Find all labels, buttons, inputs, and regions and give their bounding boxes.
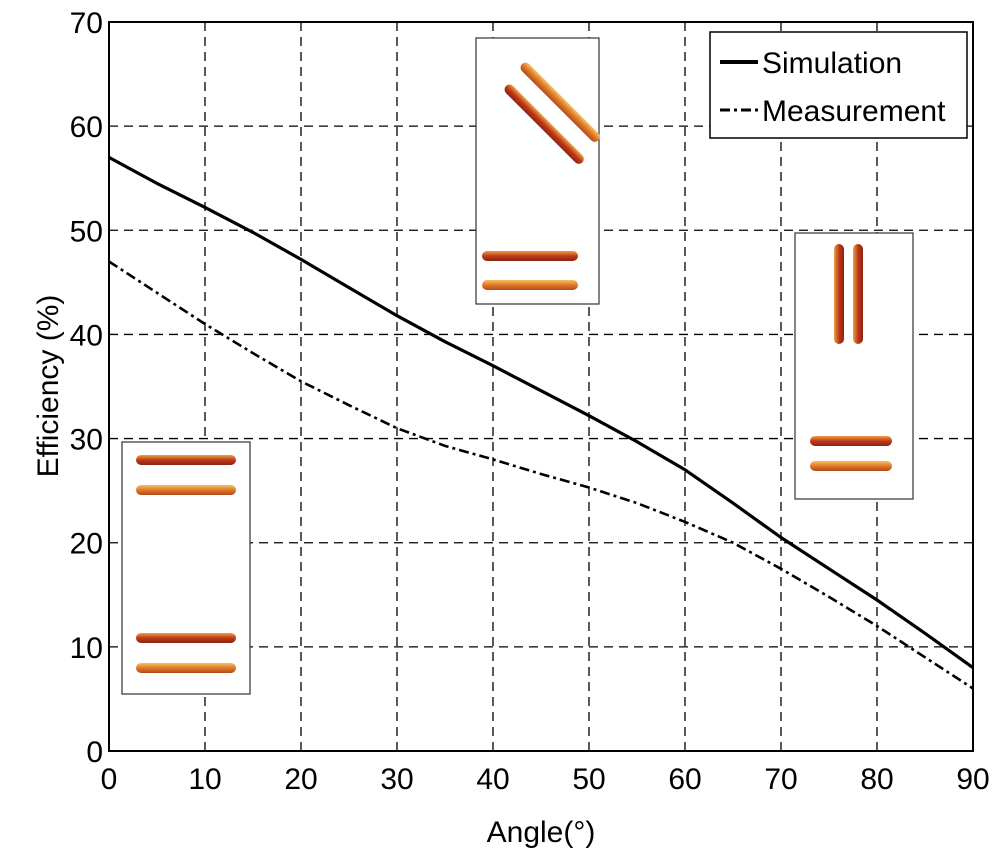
rod-horizontal xyxy=(482,280,578,290)
rod-horizontal xyxy=(482,251,578,261)
rod-horizontal xyxy=(810,436,892,446)
x-tick-label: 60 xyxy=(668,763,701,796)
x-tick-label: 90 xyxy=(956,763,989,796)
rod-diagonal xyxy=(504,84,584,164)
inset-tilted xyxy=(475,37,600,305)
x-tick-label: 0 xyxy=(101,763,118,796)
rod-horizontal xyxy=(136,663,236,673)
rod-horizontal xyxy=(136,633,236,643)
legend-simulation-label: Simulation xyxy=(762,47,902,80)
legend-measurement-label: Measurement xyxy=(762,95,946,128)
legend-box xyxy=(709,31,968,139)
y-tick-label: 50 xyxy=(70,215,103,248)
rod-horizontal xyxy=(136,485,236,495)
y-tick-label: 30 xyxy=(70,424,103,457)
plot-frame xyxy=(108,21,974,752)
x-tick-label: 40 xyxy=(476,763,509,796)
legend: Simulation Measurement xyxy=(709,31,968,139)
rod-horizontal xyxy=(136,455,236,465)
y-tick-label: 60 xyxy=(70,111,103,144)
rod-horizontal xyxy=(810,461,892,471)
x-tick-label: 70 xyxy=(764,763,797,796)
y-tick-label: 70 xyxy=(70,7,103,40)
x-tick-label: 30 xyxy=(380,763,413,796)
inset-frame xyxy=(121,441,251,695)
series-line-simulation xyxy=(108,155,974,670)
rod-vertical xyxy=(834,244,844,344)
series-lines xyxy=(108,155,974,690)
y-tick-label: 40 xyxy=(70,319,103,352)
x-tick-label: 80 xyxy=(860,763,893,796)
y-tick-labels: 0 10 20 30 40 50 60 70 xyxy=(70,7,103,769)
series-line-measurement xyxy=(108,260,974,690)
inset-vertical-horizontal xyxy=(794,232,914,500)
y-axis-label: Efficiency (%) xyxy=(32,295,65,478)
x-tick-label: 50 xyxy=(572,763,605,796)
rod-diagonal xyxy=(520,62,600,142)
rod-vertical xyxy=(853,244,863,344)
y-tick-label: 10 xyxy=(70,632,103,665)
y-tick-label: 20 xyxy=(70,528,103,561)
x-tick-label: 20 xyxy=(284,763,317,796)
inset-parallel-horizontal xyxy=(121,441,251,695)
y-tick-label: 0 xyxy=(86,736,103,769)
x-axis-label: Angle(°) xyxy=(487,816,596,849)
x-tick-labels: 0 10 20 30 40 50 60 70 80 90 xyxy=(101,763,990,796)
x-tick-label: 10 xyxy=(188,763,221,796)
